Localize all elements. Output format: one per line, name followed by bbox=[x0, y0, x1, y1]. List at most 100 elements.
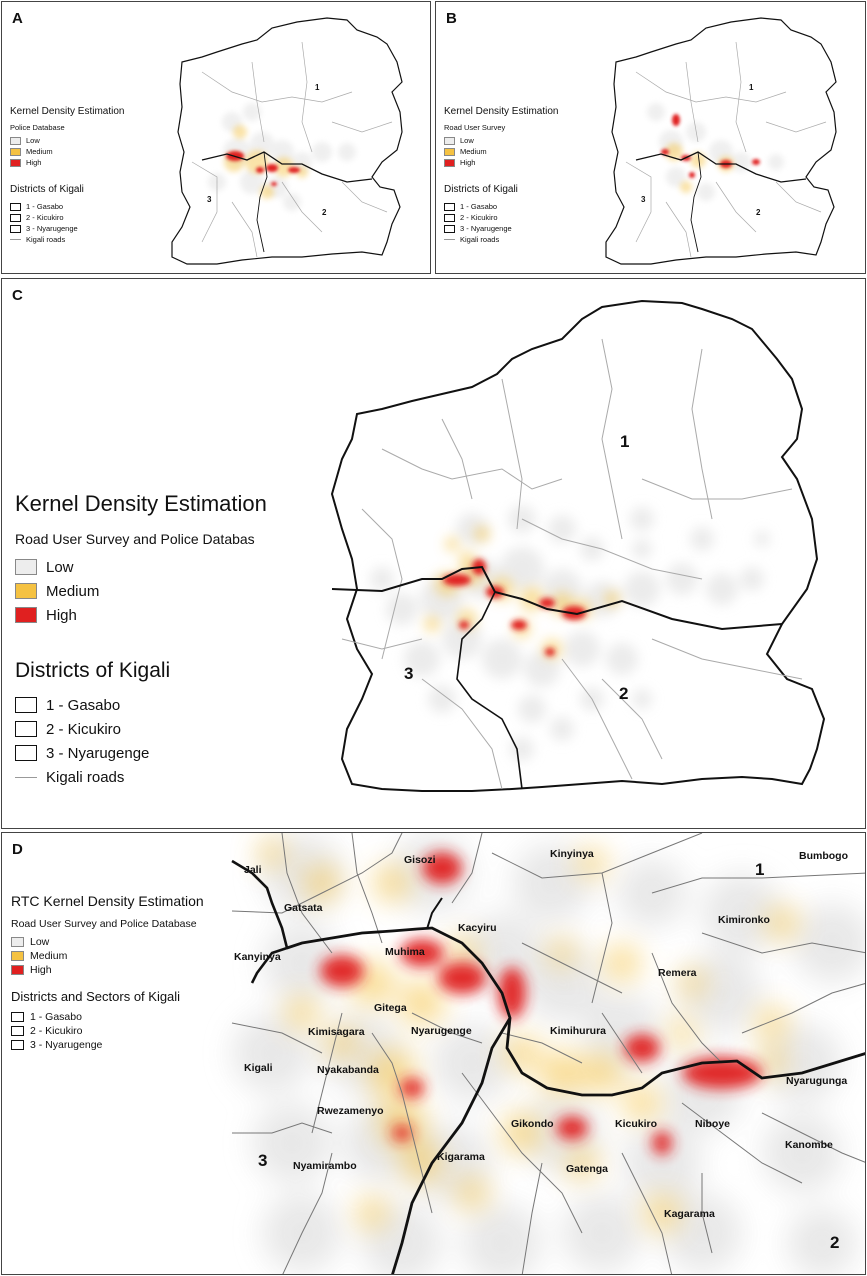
svg-text:2: 2 bbox=[322, 208, 327, 217]
svg-text:3: 3 bbox=[258, 1151, 267, 1170]
district-swatch bbox=[15, 721, 37, 737]
district-swatch bbox=[10, 224, 21, 233]
district-swatch bbox=[11, 1040, 24, 1050]
sector-label: Gatsata bbox=[284, 902, 323, 914]
high-swatch bbox=[10, 158, 21, 167]
svg-text:2: 2 bbox=[756, 208, 761, 217]
panel-label: D bbox=[12, 841, 23, 858]
svg-text:1: 1 bbox=[755, 860, 764, 879]
sector-label: Rwezamenyo bbox=[317, 1105, 384, 1117]
sector-label: Kigali bbox=[244, 1062, 273, 1074]
svg-text:1: 1 bbox=[749, 83, 754, 92]
high-swatch bbox=[11, 965, 24, 975]
legend-district-3: 3 - Nyarugenge bbox=[10, 223, 125, 234]
legend-district-3: 3 - Nyarugenge bbox=[444, 223, 559, 234]
district-boundary bbox=[331, 565, 783, 631]
legend-c: Kernel Density Estimation Road User Surv… bbox=[15, 491, 267, 789]
sector-label: Jali bbox=[244, 864, 262, 876]
medium-swatch bbox=[10, 147, 21, 156]
sector-label: Kanyinya bbox=[234, 951, 281, 963]
legend-district-2: 2 - Kicukiro bbox=[11, 1024, 204, 1038]
district-boundary bbox=[690, 151, 702, 253]
road-swatch bbox=[15, 776, 37, 778]
sector-label: Kicukiro bbox=[615, 1118, 657, 1130]
sector-label: Kinyinya bbox=[550, 848, 594, 860]
legend-title: Kernel Density Estimation bbox=[444, 106, 559, 117]
legend-district-1: 1 - Gasabo bbox=[15, 693, 267, 717]
legend-title: Kernel Density Estimation bbox=[10, 106, 125, 117]
sector-label: Bumbogo bbox=[799, 850, 848, 862]
legend-roads: Kigali roads bbox=[444, 234, 559, 245]
sector-label: Nyakabanda bbox=[317, 1064, 379, 1076]
sector-label: Gatenga bbox=[566, 1163, 608, 1175]
low-swatch bbox=[444, 136, 455, 145]
districts-title: Districts and Sectors of Kigali bbox=[11, 989, 181, 1004]
legend-district-2: 2 - Kicukiro bbox=[444, 212, 559, 223]
legend-b: Kernel Density Estimation Road User Surv… bbox=[444, 106, 559, 245]
district-swatch bbox=[444, 213, 455, 222]
panel-b: 1 2 3 B Kernel Density Estimation Road U… bbox=[435, 1, 866, 274]
sector-label: Remera bbox=[658, 967, 697, 979]
district-boundary bbox=[391, 1017, 512, 1274]
legend-low: Low bbox=[11, 935, 204, 949]
panel-d: Jali Gisozi Kinyinya Bumbogo Gatsata Kac… bbox=[1, 832, 866, 1275]
svg-text:1: 1 bbox=[620, 432, 629, 451]
legend-district-2: 2 - Kicukiro bbox=[15, 717, 267, 741]
svg-text:2: 2 bbox=[830, 1233, 839, 1252]
panel-label: A bbox=[12, 10, 23, 27]
sector-label: Gikondo bbox=[511, 1118, 554, 1130]
legend-high: High bbox=[444, 157, 559, 168]
svg-text:3: 3 bbox=[641, 195, 646, 204]
panel-c: 1 2 3 C Kernel Density Estimation Road U… bbox=[1, 278, 866, 829]
legend-low: Low bbox=[444, 135, 559, 146]
legend-district-1: 1 - Gasabo bbox=[11, 1010, 204, 1024]
legend-subtitle: Road User Survey and Police Database bbox=[11, 918, 197, 930]
sector-label: Kanombe bbox=[785, 1139, 833, 1151]
sector-label: Gisozi bbox=[404, 854, 436, 866]
sector-label: Muhima bbox=[385, 946, 425, 958]
legend-district-1: 1 - Gasabo bbox=[444, 201, 559, 212]
panel-a: 1 2 3 A Kernel Density Estimation Police… bbox=[1, 1, 431, 274]
sector-label: Kigarama bbox=[437, 1151, 485, 1163]
legend-d: RTC Kernel Density Estimation Road User … bbox=[11, 893, 204, 1052]
legend-district-2: 2 - Kicukiro bbox=[10, 212, 125, 223]
legend-title: RTC Kernel Density Estimation bbox=[11, 893, 204, 909]
sector-label: Niboye bbox=[695, 1118, 730, 1130]
district-boundary bbox=[256, 151, 268, 253]
legend-subtitle: Police Database bbox=[10, 123, 65, 132]
legend-high: High bbox=[15, 603, 267, 627]
district-boundary bbox=[231, 859, 289, 984]
panel-label: C bbox=[12, 287, 23, 304]
district-boundary bbox=[201, 151, 373, 183]
sector-label: Nyarugunga bbox=[786, 1075, 847, 1087]
legend-district-1: 1 - Gasabo bbox=[10, 201, 125, 212]
low-swatch bbox=[10, 136, 21, 145]
panel-label: B bbox=[446, 10, 457, 27]
kde-map-d: Jali Gisozi Kinyinya Bumbogo Gatsata Kac… bbox=[231, 833, 865, 1274]
sector-label: Nyarugenge bbox=[411, 1025, 472, 1037]
legend-district-3: 3 - Nyarugenge bbox=[11, 1038, 204, 1052]
legend-district-3: 3 - Nyarugenge bbox=[15, 741, 267, 765]
sector-label: Nyamirambo bbox=[293, 1160, 357, 1172]
sector-label: Kagarama bbox=[664, 1208, 715, 1220]
high-swatch bbox=[444, 158, 455, 167]
legend-title: Kernel Density Estimation bbox=[15, 491, 267, 516]
road-swatch bbox=[10, 239, 21, 240]
district-boundary bbox=[456, 591, 523, 790]
legend-low: Low bbox=[15, 555, 267, 579]
districts-title: Districts of Kigali bbox=[15, 659, 171, 682]
districts-title: Districts of Kigali bbox=[10, 184, 84, 195]
low-swatch bbox=[15, 559, 37, 575]
high-swatch bbox=[15, 607, 37, 623]
legend-low: Low bbox=[10, 135, 125, 146]
sector-labels: Jali Gisozi Kinyinya Bumbogo Gatsata Kac… bbox=[234, 848, 848, 1220]
svg-text:3: 3 bbox=[207, 195, 212, 204]
svg-text:2: 2 bbox=[619, 684, 628, 703]
legend-a: Kernel Density Estimation Police Databas… bbox=[10, 106, 125, 245]
district-boundary bbox=[426, 897, 443, 930]
district-swatch bbox=[15, 697, 37, 713]
road-swatch bbox=[444, 239, 455, 240]
legend-roads: Kigali roads bbox=[10, 234, 125, 245]
kde-map-c: 1 2 3 bbox=[330, 299, 826, 792]
kigali-outline bbox=[171, 17, 403, 265]
